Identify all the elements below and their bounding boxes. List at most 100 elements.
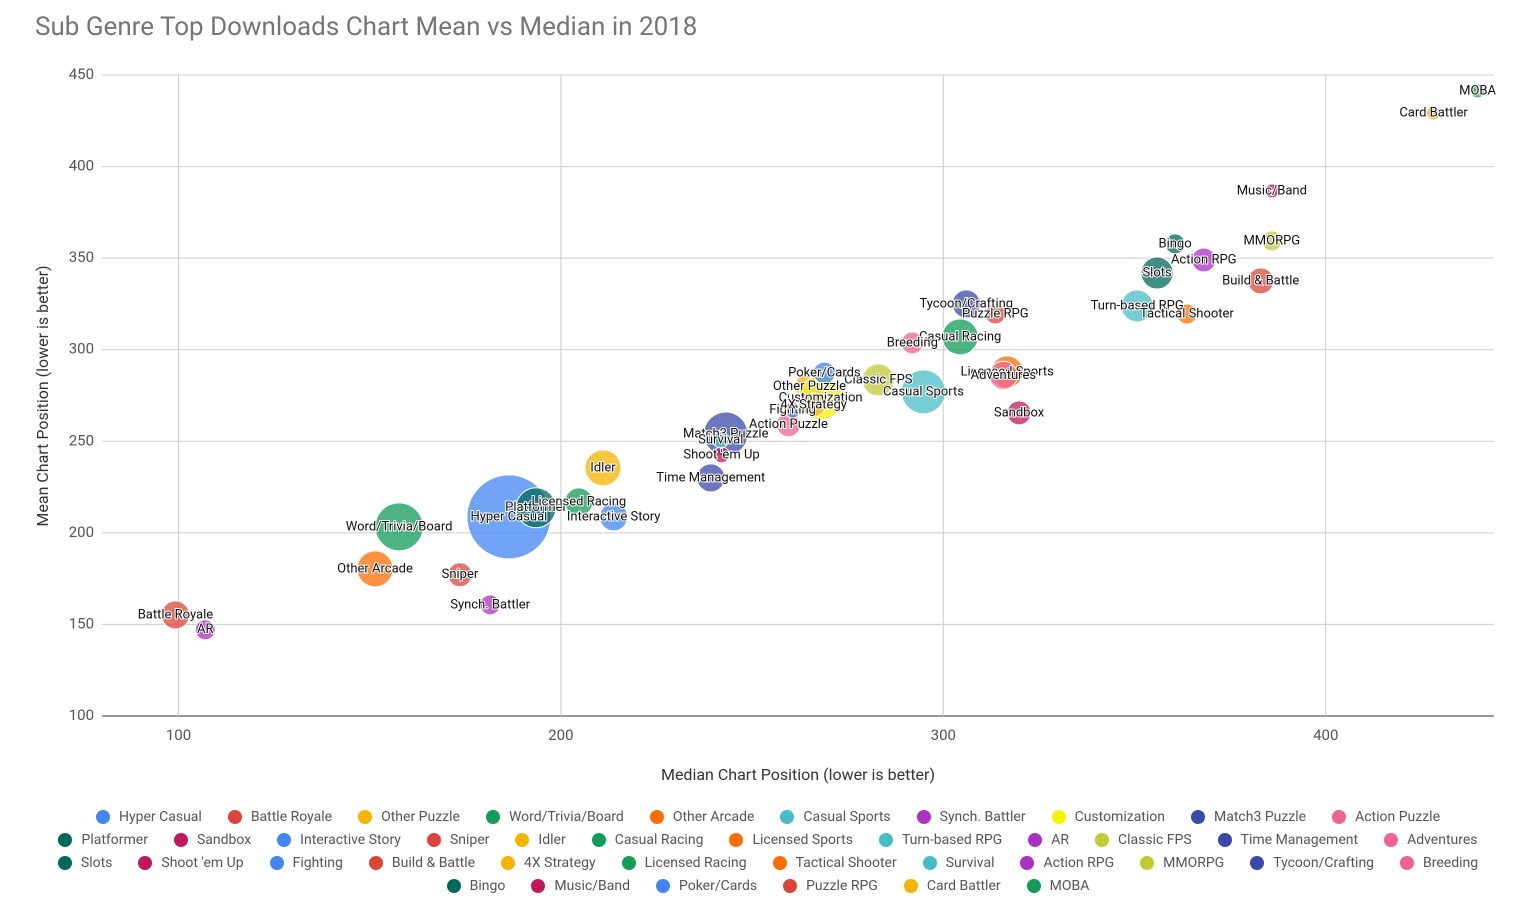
legend-label: Other Puzzle — [381, 809, 460, 825]
x-tick-label: 300 — [931, 726, 956, 744]
bubble — [801, 392, 827, 418]
bubble — [712, 431, 730, 449]
bubble-label: Word/Trivia/Board — [346, 519, 453, 534]
bubble-label: Customization — [779, 390, 863, 405]
legend-label: MMORPG — [1163, 855, 1225, 871]
bubble-label: Slots — [1142, 265, 1172, 280]
y-tick-label: 400 — [69, 157, 94, 175]
legend-item: 4X Strategy — [501, 854, 596, 872]
legend-item: Build & Battle — [368, 854, 476, 872]
legend-item: Survival — [922, 854, 995, 872]
legend-item: Turn-based RPG — [878, 831, 1002, 849]
legend-item: Platformer — [58, 831, 148, 849]
legend-label: Word/Trivia/Board — [508, 809, 624, 825]
legend-label: Build & Battle — [391, 855, 476, 871]
legend-item: Idler — [515, 831, 566, 849]
bubble — [599, 502, 629, 532]
bubble-label: Battle Royale — [138, 607, 214, 622]
bubble — [1261, 230, 1283, 252]
legend-swatch — [591, 833, 606, 847]
bubble — [564, 487, 594, 517]
x-tick-label: 400 — [1313, 726, 1338, 744]
legend-label: Time Management — [1240, 832, 1359, 848]
legend-item: MMORPG — [1140, 854, 1224, 872]
bubble-label: Other Arcade — [337, 561, 413, 576]
legend-item: Interactive Story — [277, 831, 401, 849]
bubble-label: MMORPG — [1243, 233, 1300, 248]
legend-swatch — [1094, 833, 1109, 847]
legend-item: Word/Trivia/Board — [485, 808, 624, 826]
legend-label: Sniper — [449, 832, 490, 848]
legend-label: Classic FPS — [1117, 832, 1192, 848]
y-tick-label: 100 — [69, 706, 94, 724]
bubble-label: MOBA — [1459, 83, 1496, 98]
legend-swatch — [446, 879, 461, 893]
legend-swatch — [903, 879, 918, 893]
legend-swatch — [426, 833, 441, 847]
y-tick-label: 250 — [69, 431, 94, 449]
legend-swatch — [1028, 833, 1043, 847]
legend-label: Fighting — [292, 855, 343, 871]
legend-item: Music/Band — [531, 877, 630, 895]
legend-label: Casual Sports — [803, 809, 891, 825]
legend-label: MOBA — [1049, 878, 1090, 894]
y-axis-title: Mean Chart Position (lower is better) — [33, 265, 52, 526]
chart: Sub Genre Top Downloads Chart Mean vs Me… — [33, 12, 1498, 784]
bubble — [194, 619, 216, 641]
bubble-label: Bingo — [1158, 236, 1191, 251]
legend-label: AR — [1051, 832, 1069, 848]
legend-label: Survival — [945, 855, 995, 871]
bubble — [374, 502, 424, 552]
legend-item: Other Arcade — [649, 808, 754, 826]
bubbles — [160, 83, 1486, 641]
bubble-labels: Hyper Casual Battle Royale Other Puzzle Wor… — [137, 82, 1498, 638]
bubble-label: Survival — [698, 432, 743, 447]
legend-swatch — [878, 833, 893, 847]
bubble-label: Interactive Story — [567, 509, 661, 524]
legend-item: Casual Sports — [780, 808, 891, 826]
bubble — [1176, 303, 1198, 325]
legend-label: Battle Royale — [250, 809, 333, 825]
legend-item: Other Puzzle — [358, 808, 460, 826]
legend-swatch — [1020, 856, 1035, 870]
bubble-label: Casual Racing — [919, 329, 1001, 344]
legend-item: Action Puzzle — [1332, 808, 1440, 826]
y-tick-label: 350 — [69, 248, 94, 266]
y-tick-label: 200 — [69, 523, 94, 541]
bubble-label: Synch. Battler — [450, 597, 530, 612]
bubble — [984, 303, 1006, 325]
bubble-label: Licensed Sports — [961, 364, 1055, 379]
legend-item: Sandbox — [173, 831, 251, 849]
bubble-label: Action RPG — [1171, 252, 1237, 267]
legend-label: Idler — [538, 832, 566, 848]
bubble-label: Hyper Casual — [470, 509, 547, 524]
bubble — [1470, 83, 1486, 99]
y-tick-label: 300 — [69, 340, 94, 358]
legend-label: Interactive Story — [300, 832, 401, 848]
bubble-label: Time Management — [656, 470, 765, 485]
legend-swatch — [173, 833, 188, 847]
bubble-label: Licensed Racing — [532, 494, 627, 509]
bubble-label: Fighting — [769, 402, 816, 417]
bubble-label: Platformer — [505, 500, 567, 515]
bubble-label: Action Puzzle — [749, 417, 828, 432]
legend-swatch — [656, 879, 670, 893]
bubble-label: Music/Band — [1237, 183, 1307, 198]
bubble — [479, 594, 501, 616]
y-tick-label: 450 — [69, 65, 94, 83]
legend-swatch — [368, 856, 383, 870]
legend-label: Licensed Sports — [752, 832, 853, 848]
legend-label: Hyper Casual — [119, 809, 202, 825]
legend-label: Slots — [80, 855, 113, 871]
bubble-label: AR — [197, 622, 214, 637]
bubble-label: Tycoon/Crafting — [919, 296, 1013, 311]
legend-swatch — [501, 856, 516, 870]
legend-item: Casual Racing — [591, 831, 703, 849]
legend-label: Synch. Battler — [939, 809, 1026, 825]
legend-label: Tycoon/Crafting — [1273, 855, 1375, 871]
chart-title: Sub Genre Top Downloads Chart Mean vs Me… — [35, 12, 697, 42]
legend-item: Licensed Sports — [729, 831, 853, 849]
legend: Hyper Casual Battle Royale Other Puzzle Wor… — [40, 808, 1496, 895]
legend-label: Bingo — [469, 878, 506, 894]
